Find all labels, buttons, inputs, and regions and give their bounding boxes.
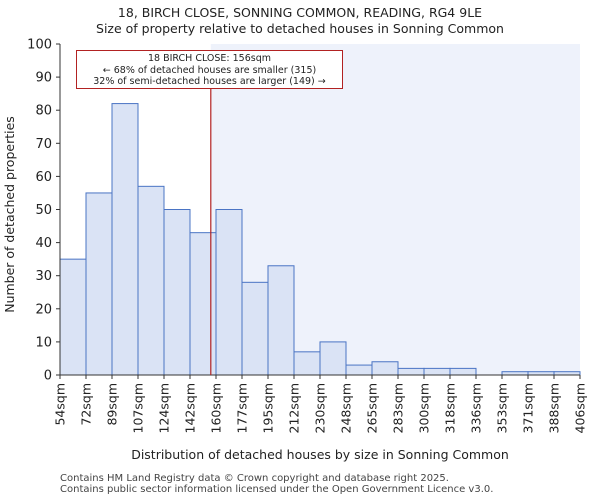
footer-line-1: Contains HM Land Registry data © Crown c… (60, 473, 449, 484)
y-axis-title: Number of detached properties (2, 116, 17, 313)
histogram-bar (371, 361, 399, 376)
y-tick-label: 80 (35, 104, 52, 119)
y-tick-label: 50 (35, 203, 52, 218)
histogram-bar (85, 192, 113, 376)
y-tick-label: 60 (35, 170, 52, 185)
y-tick-label: 10 (35, 335, 52, 350)
histogram-bar (423, 367, 451, 376)
histogram-bar (59, 258, 87, 376)
histogram-bar (189, 232, 217, 376)
x-tick-label: 72sqm (79, 383, 94, 426)
x-tick-label: 177sqm (235, 383, 250, 433)
x-tick-label: 336sqm (469, 383, 484, 433)
footer-line-2: Contains public sector information licen… (60, 484, 494, 495)
y-tick-label: 20 (35, 302, 52, 317)
y-tick-label: 40 (35, 236, 52, 251)
x-tick-label: 406sqm (573, 383, 588, 433)
histogram-bar (215, 209, 243, 376)
chart-title: 18, BIRCH CLOSE, SONNING COMMON, READING… (117, 5, 483, 20)
histogram-bar (163, 209, 191, 376)
x-tick-label: 124sqm (157, 383, 172, 433)
x-tick-label: 212sqm (287, 383, 302, 433)
annotation-line-3: 32% of semi-detached houses are larger (… (93, 76, 326, 87)
x-tick-label: 248sqm (339, 383, 354, 433)
annotation-line-2: ← 68% of detached houses are smaller (31… (102, 64, 317, 76)
x-tick-label: 89sqm (105, 383, 120, 426)
x-tick-label: 195sqm (261, 383, 276, 433)
x-tick-label: 353sqm (495, 383, 510, 433)
x-tick-label: 107sqm (131, 383, 146, 433)
annotation-line-1: 18 BIRCH CLOSE: 156sqm (147, 53, 272, 64)
histogram-bar (241, 281, 269, 376)
x-tick-label: 230sqm (313, 383, 328, 433)
histogram-bar (137, 185, 165, 376)
histogram-bar (111, 103, 139, 376)
y-tick-label: 70 (35, 137, 52, 152)
x-tick-label: 318sqm (443, 383, 458, 433)
histogram-bar (319, 341, 347, 376)
histogram-bar (267, 265, 295, 376)
chart-subtitle: Size of property relative to detached ho… (96, 21, 504, 36)
x-tick-label: 265sqm (365, 383, 380, 433)
y-tick-label: 0 (44, 369, 52, 384)
x-tick-label: 371sqm (521, 383, 536, 433)
y-tick-label: 90 (35, 71, 52, 86)
x-tick-label: 142sqm (183, 383, 198, 433)
histogram-bar (345, 364, 373, 376)
histogram-bar (293, 351, 321, 376)
x-tick-label: 283sqm (391, 383, 406, 433)
x-tick-label: 160sqm (209, 383, 224, 433)
y-tick-label: 30 (35, 269, 52, 284)
annotation-box: 18 BIRCH CLOSE: 156sqm ← 68% of detached… (76, 50, 343, 89)
x-tick-label: 300sqm (417, 383, 432, 433)
y-tick-label: 100 (27, 38, 52, 53)
x-tick-label: 54sqm (53, 383, 68, 426)
histogram-bar (449, 367, 477, 376)
x-axis-title: Distribution of detached houses by size … (131, 447, 509, 462)
histogram-bar (397, 367, 425, 376)
x-tick-label: 388sqm (547, 383, 562, 433)
